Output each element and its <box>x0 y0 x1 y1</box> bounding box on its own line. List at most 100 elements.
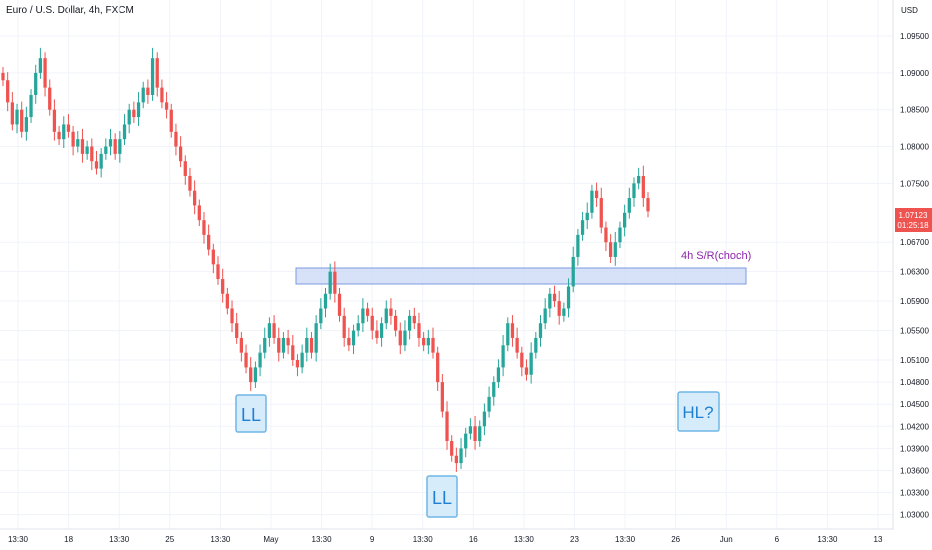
candle <box>646 192 650 218</box>
x-tick-label: May <box>263 535 278 544</box>
candle <box>76 131 80 153</box>
time-axis: 13:30 18 13:30 25 13:30 May 13:30 9 13:30 16 13:30… <box>8 535 883 544</box>
y-tick-label: 1.04500 <box>900 400 929 409</box>
x-tick-label: 23 <box>570 535 579 544</box>
candle <box>66 114 71 138</box>
candle <box>333 261 337 303</box>
candle <box>342 307 346 347</box>
candle <box>291 334 295 366</box>
y-tick-label: 1.05900 <box>900 297 929 306</box>
candle <box>398 322 402 355</box>
candle <box>132 101 136 123</box>
candle <box>104 138 108 160</box>
candle <box>482 403 487 436</box>
y-tick-label: 1.05500 <box>900 327 929 336</box>
candle <box>150 47 155 101</box>
candle <box>436 346 440 391</box>
candle <box>202 212 206 244</box>
candle <box>10 92 14 131</box>
candle <box>239 332 244 362</box>
candle <box>300 344 304 374</box>
candle <box>164 92 169 119</box>
candles <box>1 47 650 472</box>
ll-label-2[interactable]: LL <box>426 475 458 518</box>
y-tick-label: 1.08000 <box>900 143 929 152</box>
candle <box>496 359 501 389</box>
candle <box>426 329 430 355</box>
candle <box>20 101 24 138</box>
candle <box>585 202 589 229</box>
x-tick-label: 13:30 <box>312 535 333 544</box>
candle <box>422 332 426 352</box>
candle <box>122 114 127 146</box>
price-axis: 1.09500 1.09000 1.08500 1.08000 1.07500 1.067… <box>900 32 929 520</box>
candle <box>174 123 178 156</box>
y-tick-label: 1.03000 <box>900 511 929 520</box>
candle <box>515 327 519 359</box>
hl-label[interactable]: HL? <box>677 391 720 432</box>
candle <box>580 212 585 241</box>
candle <box>225 287 229 315</box>
sr-zone-rect[interactable] <box>295 267 747 285</box>
candle <box>253 361 258 389</box>
candle <box>34 64 38 104</box>
x-tick-label: 13:30 <box>615 535 636 544</box>
candle <box>281 332 286 359</box>
candle <box>52 99 57 141</box>
candle <box>141 81 145 109</box>
candle <box>445 401 449 450</box>
candle <box>207 224 211 256</box>
candle <box>169 103 173 138</box>
candle <box>230 300 234 333</box>
candle <box>328 263 332 300</box>
candle <box>492 376 496 406</box>
candle <box>370 307 374 340</box>
y-tick-label: 1.04200 <box>900 422 929 431</box>
candle <box>118 131 122 163</box>
candle <box>459 438 463 469</box>
x-tick-label: 18 <box>64 535 73 544</box>
x-tick-label: 13:30 <box>210 535 231 544</box>
candle <box>108 128 113 156</box>
candle <box>520 346 524 377</box>
candle <box>529 342 533 384</box>
candle <box>57 125 61 146</box>
candle <box>506 317 510 352</box>
candle <box>454 447 459 472</box>
y-tick-label: 1.06300 <box>900 268 929 277</box>
candle <box>99 147 103 178</box>
candle <box>160 79 164 109</box>
candle <box>188 167 192 197</box>
last-price-badge: 1.07123 01:25:18 <box>895 208 932 232</box>
x-tick-label: 13:30 <box>413 535 434 544</box>
candle <box>557 290 561 325</box>
candle <box>543 298 547 330</box>
x-tick-label: 9 <box>370 535 375 544</box>
candle <box>1 67 5 87</box>
candle <box>85 140 89 160</box>
candle <box>473 415 477 450</box>
candle <box>314 315 318 362</box>
candle <box>375 320 379 344</box>
candle <box>417 312 421 347</box>
candle <box>351 324 356 355</box>
candle <box>155 52 159 97</box>
last-price-value: 1.07123 <box>899 211 928 220</box>
candle <box>379 317 384 347</box>
candle <box>305 327 309 362</box>
y-tick-label: 1.07500 <box>900 179 929 188</box>
candle <box>403 320 407 352</box>
candle <box>599 187 603 234</box>
currency-label: USD <box>901 6 918 15</box>
candle <box>80 128 85 163</box>
candle <box>337 287 342 322</box>
y-tick-label: 1.08500 <box>900 106 929 115</box>
candle <box>613 231 617 266</box>
ll-label-1[interactable]: LL <box>235 394 267 433</box>
x-tick-label: 13 <box>874 535 883 544</box>
candle <box>197 199 201 227</box>
candle <box>534 332 538 359</box>
candle <box>244 344 248 374</box>
x-tick-label: 13:30 <box>514 535 535 544</box>
